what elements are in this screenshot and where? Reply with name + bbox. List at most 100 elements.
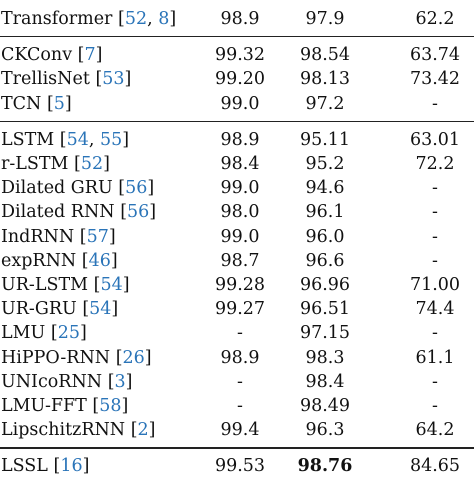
value-cell-col3: - [432,226,438,247]
value-cell-col3: 74.4 [415,299,455,320]
table-row: TCN [5] 99.0 97.2 - [0,92,474,116]
value-cell-col2: 97.9 [305,9,345,29]
model-name: Dilated GRU [1,178,113,199]
table-row: IndRNN [57] 99.0 96.0 - [0,225,474,249]
model-name: HiPPO-RNN [1,347,111,368]
value-cell-col1: 99.0 [220,178,260,199]
model-name-cell: LSSL [16] [1,456,90,477]
model-name: TCN [1,93,42,114]
citation-link[interactable]: 56 [125,178,148,199]
value-cell-col3: - [432,93,438,114]
value-cell-col1: 99.27 [214,299,266,320]
model-name-cell: LipschitzRNN [2] [1,420,156,441]
value-cell-col3: 64.2 [415,420,455,441]
model-name-cell: LSTM [54, 55] [1,129,130,150]
citation-link[interactable]: 52 [80,154,104,174]
value-cell-col1: 98.7 [220,250,260,271]
model-name-cell: LMU-FFT [58] [1,396,129,416]
table-row: TrellisNet [53] 99.20 98.13 73.42 [0,67,474,91]
table-row: Dilated GRU [56] 99.0 94.6 - [0,176,474,200]
citation-link[interactable]: 55 [100,129,123,150]
model-name-cell: Transformer [52, 8] [1,9,177,29]
value-cell-col3: 71.00 [409,275,461,295]
value-cell-col2: 95.2 [305,154,345,174]
value-cell-col2: 98.13 [299,69,351,90]
citation-link[interactable]: 2 [137,420,149,441]
model-name-cell: TrellisNet [53] [1,69,132,90]
value-cell-col3: 73.42 [409,69,461,90]
group-separator-rule [0,120,474,122]
citation-link[interactable]: 8 [158,9,170,29]
table-row: LMU-FFT [58] - 98.49 - [0,394,474,418]
model-name: UR-GRU [1,299,77,320]
table-row: r-LSTM [52] 98.4 95.2 72.2 [0,152,474,176]
model-name: LMU-FFT [1,396,87,416]
citation-link[interactable]: 26 [122,347,145,368]
table-row: LMU [25] - 97.15 - [0,321,474,345]
value-cell-col2: 97.15 [299,323,351,344]
model-name-cell: TCN [5] [1,93,72,114]
citation-link[interactable]: 3 [114,371,126,392]
citation-link[interactable]: 5 [53,93,65,114]
citation-link[interactable]: 7 [84,45,96,66]
value-cell-col3: 84.65 [409,456,461,477]
table-row: CKConv [7] 99.32 98.54 63.74 [0,43,474,67]
citation-link[interactable]: 54 [66,129,89,150]
model-name: UR-LSTM [1,275,89,295]
value-cell-col1: 98.9 [220,129,260,150]
citation-link[interactable]: 46 [88,250,111,271]
value-cell-col2: 94.6 [305,178,345,199]
value-cell-col1: - [237,323,243,344]
value-cell-col3: - [432,396,438,416]
value-cell-col1: 98.9 [220,347,260,368]
model-name-cell: CKConv [7] [1,45,103,66]
table-row: Transformer [52, 8] 98.9 97.9 62.2 [0,7,474,31]
model-name: TrellisNet [1,69,90,90]
model-name-cell: Dilated GRU [56] [1,178,155,199]
model-name: Dilated RNN [1,202,115,223]
value-cell-col2: 96.0 [305,226,345,247]
value-cell-col2: 95.11 [299,129,351,150]
model-name-cell: UR-LSTM [54] [1,275,130,295]
citation-link[interactable]: 58 [99,396,122,416]
citation-link[interactable]: 54 [100,275,123,295]
table-row: HiPPO-RNN [26] 98.9 98.3 61.1 [0,346,474,370]
value-cell-col3: 62.2 [415,9,455,29]
citation-link[interactable]: 52 [124,9,148,29]
model-name: CKConv [1,45,73,66]
value-cell-col3: - [432,250,438,271]
citation-link[interactable]: 53 [102,69,125,90]
citation-link[interactable]: 56 [127,202,150,223]
model-name: Transformer [1,9,113,29]
citation-link[interactable]: 54 [89,299,112,320]
model-name: expRNN [1,250,77,271]
value-cell-col2: 96.3 [305,420,345,441]
citation-link[interactable]: 25 [57,323,80,344]
value-cell-col3: - [432,371,438,392]
model-name-cell: r-LSTM [52] [1,154,110,174]
value-cell-col3: 63.01 [409,129,461,150]
value-cell-col1: 99.53 [214,456,266,477]
value-cell-col1: - [237,371,243,392]
value-cell-col1: 98.9 [220,9,260,29]
group-separator-rule [0,36,474,38]
table-row: LSTM [54, 55] 98.9 95.11 63.01 [0,128,474,152]
model-name: r-LSTM [1,154,69,174]
model-name: LSSL [1,456,48,477]
model-name-cell: expRNN [46] [1,250,118,271]
value-cell-col2: 98.49 [299,396,351,416]
citation-link[interactable]: 16 [60,456,83,477]
value-cell-col2: 96.96 [299,275,351,295]
value-cell-col2: 96.51 [299,299,351,320]
value-cell-col2: 98.4 [305,371,345,392]
table-row: LipschitzRNN [2] 99.4 96.3 64.2 [0,418,474,442]
table-row: UNIcoRNN [3] - 98.4 - [0,370,474,394]
value-cell-col1: 98.4 [220,154,260,174]
model-name-cell: LMU [25] [1,323,87,344]
model-name: UNIcoRNN [1,371,103,392]
value-cell-col1: 99.0 [220,226,260,247]
citation-link[interactable]: 57 [86,226,109,247]
value-cell-col1: 99.20 [214,69,266,90]
table-row: LSSL [16] 99.53 98.76 84.65 [0,454,474,478]
value-cell-col3: 72.2 [415,154,455,174]
